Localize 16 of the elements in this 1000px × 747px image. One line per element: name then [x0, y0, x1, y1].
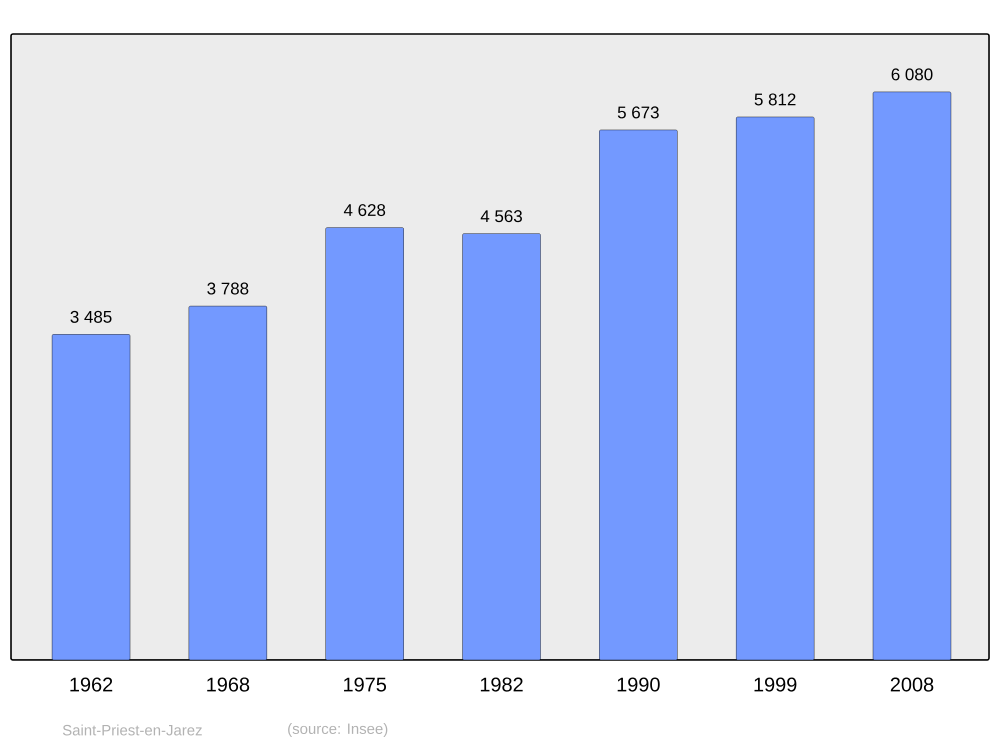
- data-label: 5 673: [618, 106, 659, 118]
- data-label: 3 788: [207, 282, 248, 295]
- data-label: 4 563: [480, 210, 522, 222]
- x-tick-label: 1975: [344, 678, 386, 692]
- text: (source: Insee): [288, 723, 388, 737]
- data-label: 6 080: [892, 68, 933, 80]
- x-tick-label: 1968: [207, 678, 250, 692]
- data-label: 5 812: [754, 93, 796, 106]
- data-label: 3 485: [70, 310, 112, 323]
- x-tick-label: 1962: [70, 678, 112, 692]
- x-tick-label: 1999: [754, 678, 796, 692]
- x-tick-label: 1990: [618, 678, 660, 692]
- x-tick-label: 2008: [890, 678, 934, 692]
- x-tick-label: 1982: [480, 678, 523, 692]
- data-label: 4 628: [344, 204, 386, 216]
- text: Saint-Priest-en-Jarez: [62, 724, 202, 736]
